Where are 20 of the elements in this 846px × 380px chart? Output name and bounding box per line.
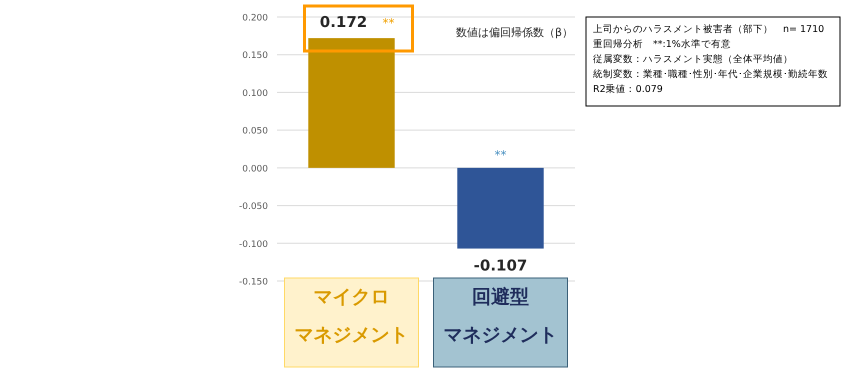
x-tick-label: 回避型マネジメント — [444, 286, 558, 346]
y-tick-label: 0.050 — [242, 126, 268, 137]
y-tick-label: 0.100 — [242, 88, 268, 99]
x-tick-label: マイクロマネジメント — [294, 286, 408, 346]
y-tick-label: -0.050 — [238, 202, 268, 212]
y-tick-label: 0.150 — [242, 51, 268, 62]
annotation: ** — [494, 148, 506, 162]
text: 重回帰分析 **:1%水準で有意 — [593, 38, 731, 50]
y-tick-label: 0.000 — [242, 164, 268, 174]
text: 統制変数：業種･職種･性別･年代･企業規模･勤続年数 — [593, 68, 828, 80]
y-tick-label: -0.150 — [238, 278, 268, 288]
text: R2乗値：0.079 — [593, 83, 663, 95]
text: 従属変数：ハラスメント実態（全体平均値） — [593, 53, 793, 65]
annotation: ** — [382, 16, 394, 30]
y-tick-label: 0.200 — [242, 14, 268, 24]
y-tick-label: -0.100 — [238, 240, 268, 250]
data-label: 0.172 — [320, 13, 368, 32]
annotation: 数値は偏回帰係数（β） — [456, 26, 573, 39]
data-label: -0.107 — [474, 256, 528, 275]
text: 上司からのハラスメント被害者（部下） n= 1710 — [593, 23, 824, 35]
